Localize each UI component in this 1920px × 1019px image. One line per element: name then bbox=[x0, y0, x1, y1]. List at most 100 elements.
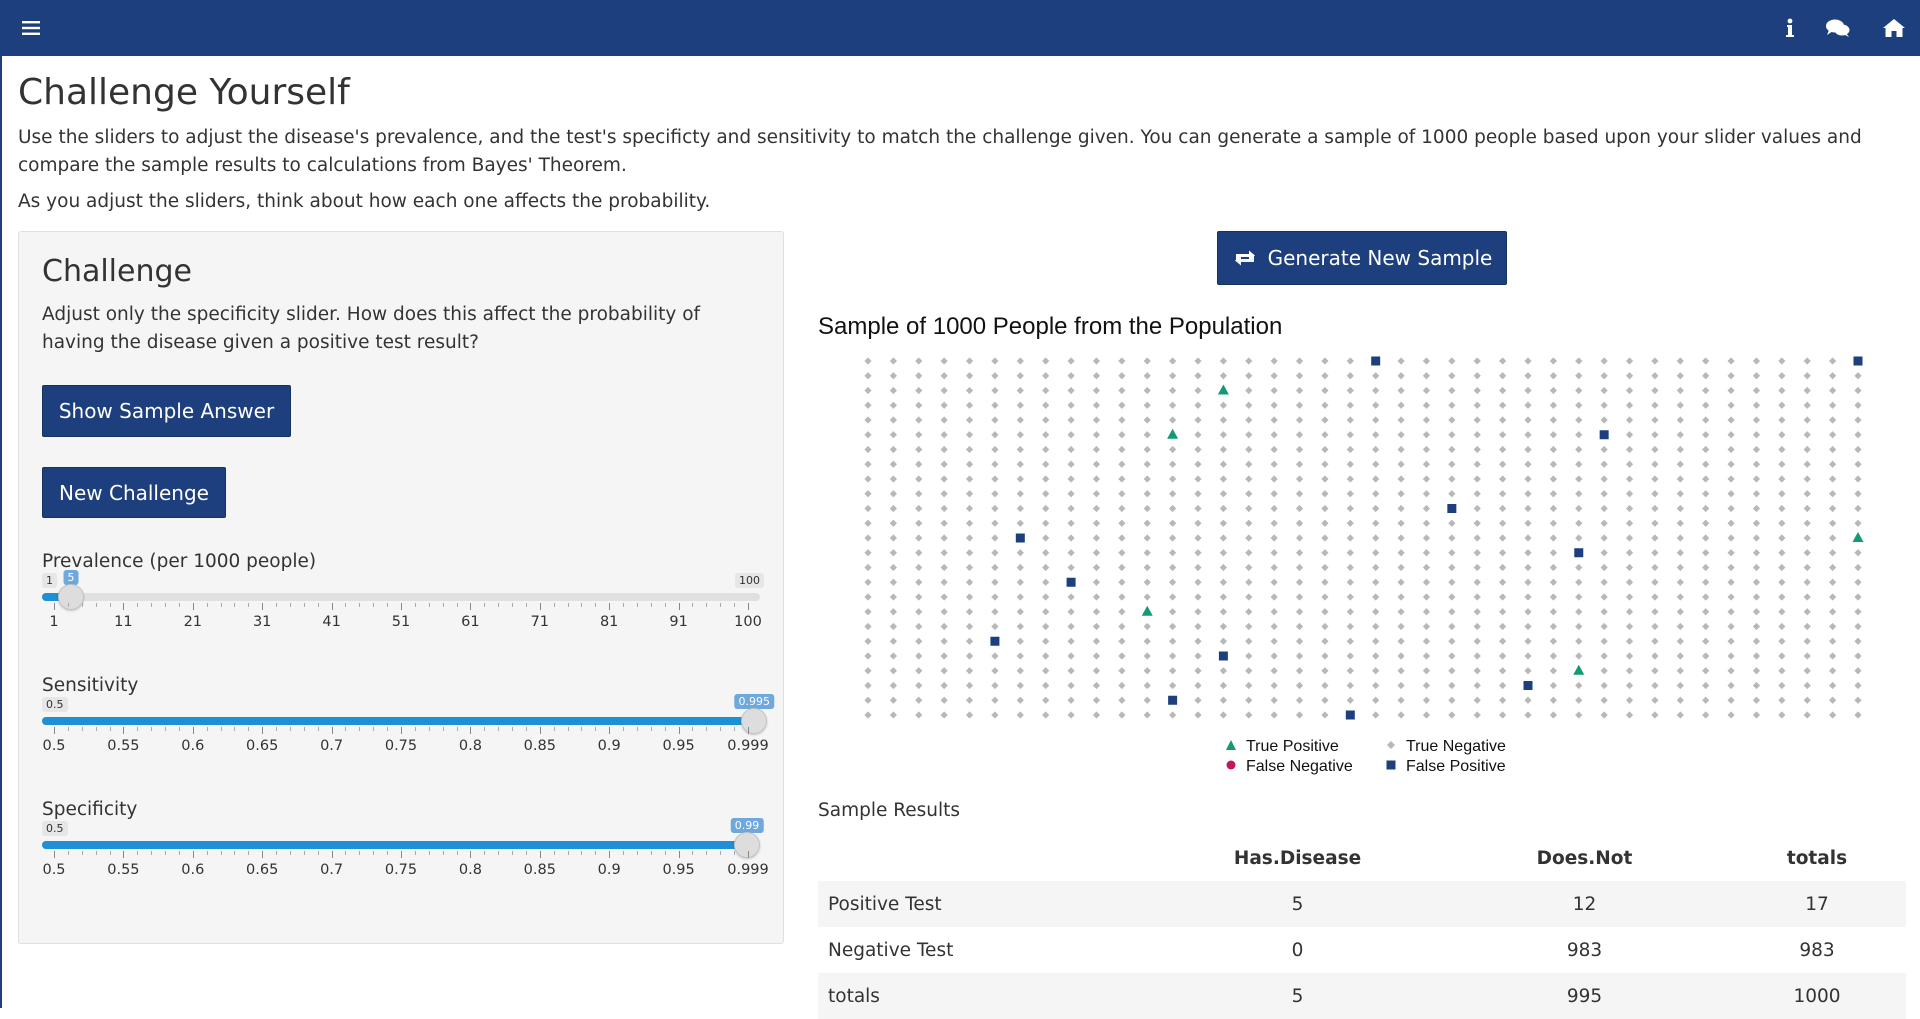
point-true-negative bbox=[1169, 622, 1177, 631]
point-true-negative bbox=[1092, 475, 1101, 483]
point-true-negative bbox=[1600, 519, 1608, 527]
point-true-negative bbox=[1321, 593, 1329, 601]
prevalence-min-badge: 1 bbox=[42, 573, 57, 588]
table-cell: 12 bbox=[1441, 881, 1728, 927]
point-true-negative bbox=[1676, 696, 1684, 704]
point-true-negative bbox=[1752, 460, 1761, 468]
point-true-negative bbox=[1397, 416, 1405, 424]
point-true-negative bbox=[1295, 445, 1304, 454]
point-true-negative bbox=[1422, 519, 1431, 527]
point-true-negative bbox=[1016, 652, 1024, 660]
prevalence-handle[interactable] bbox=[58, 584, 84, 610]
point-true-negative bbox=[1473, 563, 1481, 572]
point-true-negative bbox=[1016, 593, 1024, 601]
prevalence-minor-tick bbox=[525, 603, 527, 607]
sensitivity-minor-tick bbox=[692, 727, 694, 731]
point-true-negative bbox=[1575, 711, 1583, 719]
point-true-negative bbox=[1295, 563, 1304, 572]
sensitivity-minor-tick bbox=[595, 727, 597, 731]
point-true-negative bbox=[889, 711, 897, 719]
comments-icon[interactable] bbox=[1818, 0, 1858, 56]
point-true-negative bbox=[1549, 622, 1557, 631]
point-true-negative bbox=[1803, 608, 1811, 616]
point-true-negative bbox=[1245, 696, 1253, 704]
table-header bbox=[818, 836, 1154, 881]
point-true-negative bbox=[864, 549, 872, 557]
point-true-negative bbox=[1727, 490, 1735, 498]
legend-item-true-negative: True Negative bbox=[1384, 738, 1506, 756]
point-true-negative bbox=[1676, 622, 1684, 631]
point-true-negative bbox=[1625, 445, 1634, 454]
point-true-negative bbox=[1625, 401, 1634, 409]
point-true-negative bbox=[889, 431, 897, 439]
point-true-negative bbox=[1422, 534, 1431, 542]
point-true-negative bbox=[1245, 534, 1253, 542]
point-true-negative bbox=[1118, 416, 1126, 424]
point-true-negative bbox=[1118, 519, 1126, 527]
point-true-negative bbox=[1397, 549, 1405, 557]
point-true-negative bbox=[940, 431, 948, 439]
prevalence-tick bbox=[678, 603, 680, 610]
point-true-negative bbox=[1194, 386, 1202, 395]
sensitivity-minor-tick bbox=[137, 727, 139, 731]
point-true-negative bbox=[1727, 460, 1735, 468]
point-true-negative bbox=[1829, 490, 1837, 498]
point-true-negative bbox=[1752, 549, 1761, 557]
generate-new-sample-button[interactable]: Generate New Sample bbox=[1217, 231, 1507, 285]
sensitivity-minor-tick bbox=[109, 727, 111, 731]
sensitivity-handle[interactable] bbox=[741, 708, 768, 734]
sensitivity-tick bbox=[262, 727, 264, 734]
prevalence-minor-tick bbox=[67, 603, 69, 607]
point-true-negative bbox=[1524, 416, 1532, 424]
specificity-minor-tick bbox=[428, 851, 430, 855]
specificity-minor-tick bbox=[456, 851, 458, 855]
point-true-negative bbox=[1295, 504, 1304, 513]
point-true-negative bbox=[1499, 504, 1507, 513]
point-false-positive bbox=[1599, 430, 1609, 440]
specificity-handle[interactable] bbox=[734, 832, 761, 858]
table-cell: 995 bbox=[1441, 973, 1728, 1019]
prevalence-minor-tick bbox=[692, 603, 694, 607]
specificity-minor-tick bbox=[276, 851, 278, 855]
point-true-negative bbox=[1092, 593, 1101, 601]
point-true-negative bbox=[1778, 386, 1786, 395]
point-false-positive bbox=[990, 636, 1000, 646]
point-true-negative bbox=[1016, 460, 1024, 468]
point-true-negative bbox=[1092, 490, 1101, 498]
point-true-negative bbox=[864, 652, 872, 660]
hamburger-menu-icon[interactable] bbox=[11, 0, 51, 56]
point-true-negative bbox=[1372, 416, 1380, 424]
point-true-negative bbox=[1219, 445, 1227, 454]
point-true-negative bbox=[1295, 475, 1304, 483]
point-true-negative bbox=[1524, 445, 1532, 454]
point-true-negative bbox=[1854, 416, 1862, 424]
point-true-negative bbox=[1651, 504, 1659, 513]
point-true-negative bbox=[1169, 711, 1177, 719]
home-icon[interactable] bbox=[1874, 0, 1914, 56]
point-true-negative bbox=[1372, 475, 1380, 483]
point-true-negative bbox=[1778, 372, 1786, 380]
point-true-negative bbox=[1803, 357, 1811, 365]
point-true-negative bbox=[915, 416, 923, 424]
show-sample-answer-button[interactable]: Show Sample Answer bbox=[42, 385, 291, 437]
legend-item-false-positive: False Positive bbox=[1384, 758, 1506, 776]
point-true-negative bbox=[940, 372, 948, 380]
info-icon[interactable] bbox=[1770, 0, 1810, 56]
prevalence-minor-tick bbox=[498, 603, 500, 607]
point-true-negative bbox=[1524, 593, 1532, 601]
point-true-negative bbox=[1575, 357, 1583, 365]
point-true-negative bbox=[1727, 593, 1735, 601]
prevalence-tick-label: 21 bbox=[183, 614, 203, 630]
sensitivity-minor-tick bbox=[650, 727, 652, 731]
point-true-negative bbox=[1016, 563, 1024, 572]
point-true-negative bbox=[1702, 534, 1710, 542]
point-true-negative bbox=[1473, 519, 1481, 527]
point-true-negative bbox=[889, 667, 897, 675]
point-true-negative bbox=[940, 401, 948, 409]
new-challenge-button[interactable]: New Challenge bbox=[42, 467, 226, 518]
point-true-negative bbox=[1295, 652, 1304, 660]
specificity-value-badge: 0.99 bbox=[730, 818, 764, 833]
point-true-negative bbox=[1752, 667, 1761, 675]
prevalence-minor-tick bbox=[442, 603, 444, 607]
point-true-negative bbox=[864, 681, 872, 690]
